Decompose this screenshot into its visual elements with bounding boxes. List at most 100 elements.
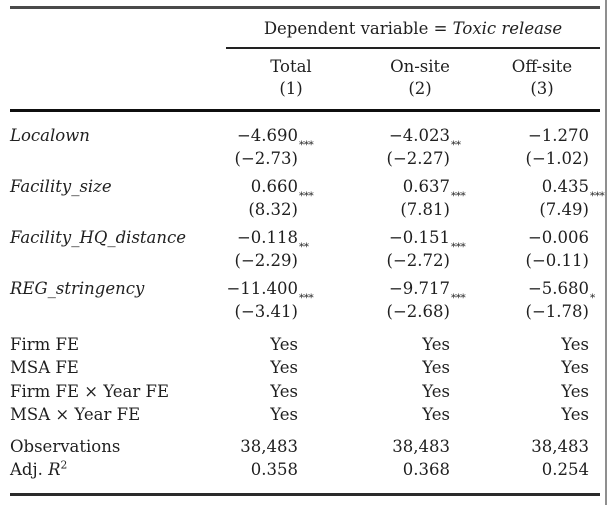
column-number: (1) [279,79,303,98]
fixed-effect-value: Yes [422,405,450,424]
stars-glyph: ** [299,240,309,253]
coefficient-line: Facility_size 0.660 *** 0.637 *** 0.435 *** [10,175,608,202]
fixed-effect-value: Yes [270,334,298,354]
statistic-value: 38,483 [392,436,450,456]
tstat-value: (−0.11) [525,250,589,270]
coefficient-value: −5.680 * [484,277,600,304]
coefficient-row-group: Localown −4.690 *** −4.023 ** −1.270 (−2.73) (−… [0,124,608,170]
tstat-line: (8.32) (7.81) (7.49) [10,198,608,221]
statistic-label: Adj. R2 [10,458,226,481]
coefficient-row-group: REG_stringency −11.400 *** −9.717 *** −5.680 *… [0,277,608,323]
stars-glyph: *** [451,189,466,202]
coefficient-value: 0.435 *** [484,175,605,202]
coefficient-line: Facility_HQ_distance −0.118 ** −0.151 *** −0.… [10,226,608,253]
coefficient-value: −4.690 *** [226,124,356,151]
statistic-value: 38,483 [531,436,589,456]
stars-glyph: *** [299,291,314,304]
header-body-rule [10,109,600,112]
fixed-effect-value: Yes [422,334,450,354]
column-label: Off-site [511,57,573,76]
variable-label: Facility_HQ_distance [10,227,187,247]
tstat-line: (−2.73) (−2.27) (−1.02) [10,147,608,170]
fixed-effect-value: Yes [561,381,589,401]
spanner-prefix: Dependent variable = [263,18,453,38]
fixed-effect-value: Yes [561,358,589,377]
stars-glyph: * [590,291,595,304]
tstat-value: (−2.29) [234,250,298,270]
variable-label: REG_stringency [10,278,145,298]
tstat-value: (−2.73) [234,148,298,168]
column-label: On-site [390,57,450,76]
tstat-value: (−3.41) [234,301,298,321]
fixed-effect-value: Yes [561,405,589,424]
empty-label [10,300,226,323]
coefficient-value: 0.660 *** [226,175,356,202]
coefficient-value: −0.006 [527,227,589,247]
tstat-value: (7.49) [539,199,589,219]
fixed-effect-value: Yes [422,358,450,377]
table-top-rule [10,6,600,9]
tstat-line: (−2.29) (−2.72) (−0.11) [10,249,608,272]
statistic-value: 38,483 [240,436,298,456]
fixed-effect-row: Firm FE × Year FE Yes Yes Yes [10,380,608,404]
fixed-effect-label: MSA FE [10,358,79,377]
fixed-effect-label: MSA × Year FE [10,405,141,424]
coefficient-value: −1.270 [527,125,589,145]
statistic-label: Observations [10,436,121,456]
coefficient-section: Localown −4.690 *** −4.023 ** −1.270 (−2.73) (−… [0,124,608,323]
tstat-line: (−3.41) (−2.68) (−1.78) [10,300,608,323]
stars-glyph: ** [451,138,461,151]
stars-glyph: *** [451,240,466,253]
coefficient-value: 0.637 *** [356,175,484,202]
stars-glyph: *** [299,189,314,202]
empty-label [10,249,226,272]
spanner-row: Dependent variable = Toxic release [10,9,608,47]
coefficient-value: −4.023 ** [356,124,484,151]
variable-label: Localown [10,125,90,145]
statistic-row: Observations 38,483 38,483 38,483 [10,435,608,458]
statistics-section: Observations 38,483 38,483 38,483 Adj. R2 0.3… [0,435,608,481]
statistic-value: 0.368 [402,459,450,479]
stars-glyph: *** [590,189,605,202]
page-frame-edge [605,0,607,505]
statistic-label-part: 2 [60,458,68,471]
stars-glyph: *** [451,291,466,304]
variable-label: Facility_size [10,176,112,196]
tstat-value: (−2.27) [386,148,450,168]
statistic-value: 0.358 [250,459,298,479]
coefficient-line: REG_stringency −11.400 *** −9.717 *** −5.680 * [10,277,608,304]
spanner-variable-name: Toxic release [452,18,563,38]
column-header-total: Total (1) [226,56,356,100]
column-header-offsite: Off-site (3) [484,56,600,100]
table-body: Localown −4.690 *** −4.023 ** −1.270 (−2.73) (−… [0,124,608,481]
stars-glyph: *** [299,138,314,151]
coefficient-line: Localown −4.690 *** −4.023 ** −1.270 [10,124,608,151]
fixed-effect-value: Yes [561,334,589,354]
fixed-effect-row: Firm FE Yes Yes Yes [10,333,608,357]
column-number: (3) [530,79,554,98]
tstat-value: (−2.72) [386,250,450,270]
coefficient-value: −0.118 ** [226,226,356,253]
statistic-row: Adj. R2 0.358 0.368 0.254 [10,458,608,481]
column-header-onsite: On-site (2) [356,56,484,100]
coefficient-row-group: Facility_HQ_distance −0.118 ** −0.151 *** −0.… [0,226,608,272]
tstat-value: (−1.78) [525,301,589,321]
fixed-effect-value: Yes [270,381,298,401]
table-bottom-rule [10,493,600,496]
spanner-rule [226,47,600,49]
fixed-effect-row: MSA FE Yes Yes Yes [10,356,608,380]
statistic-label-part: R [48,459,61,479]
tstat-value: (−2.68) [386,301,450,321]
tstat-value: (7.81) [400,199,450,219]
statistic-value: 0.254 [541,459,589,479]
column-number: (2) [408,79,432,98]
fixed-effect-label: Firm FE × Year FE [10,381,169,401]
coefficient-value: −11.400 *** [226,277,356,304]
column-header-row: Total (1) On-site (2) Off-site (3) [10,49,608,109]
statistic-label-part: Adj. [10,459,49,479]
tstat-value: (−1.02) [525,148,589,168]
coefficient-value: −0.151 *** [356,226,484,253]
fixed-effect-value: Yes [270,405,298,424]
fixed-effect-row: MSA × Year FE Yes Yes Yes [10,403,608,427]
